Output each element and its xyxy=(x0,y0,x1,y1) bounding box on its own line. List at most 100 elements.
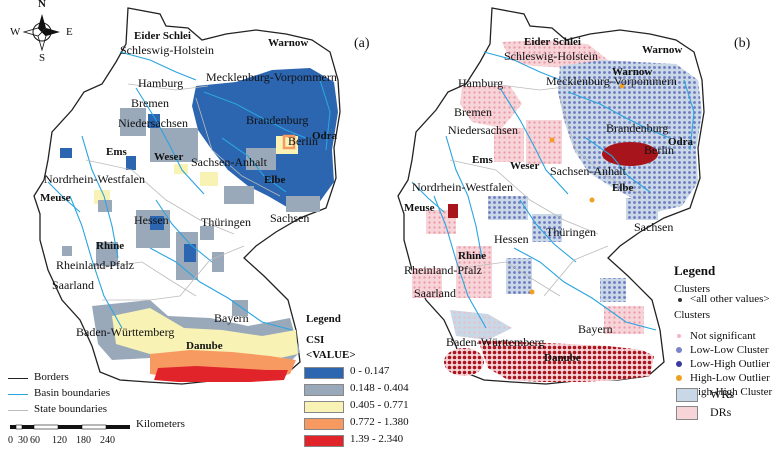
label-nordrhein-westfalen: Nordrhein-Westfalen xyxy=(44,172,145,186)
scale-tick: 60 xyxy=(30,435,40,446)
cluster-legend-dot xyxy=(676,347,682,353)
scale-unit: Kilometers xyxy=(136,418,185,430)
cluster-cells xyxy=(412,40,702,382)
river-network-b xyxy=(411,51,695,331)
csi-legend-title: Legend xyxy=(306,313,341,325)
cluster-legend-header2: Clusters xyxy=(674,309,711,321)
label-warnow-b: Warnow xyxy=(612,66,653,78)
compass-rose xyxy=(22,14,60,52)
label-schleswig-holstein-b: Schleswig-Holstein xyxy=(504,49,598,63)
cluster-legend-title: Legend xyxy=(674,263,716,278)
label-sachsen-anhalt: Sachsen-Anhalt xyxy=(191,155,267,169)
scale-tick: 240 xyxy=(100,435,115,446)
scale-tick: 0 xyxy=(8,435,13,446)
scale-tick: 120 xyxy=(52,435,67,446)
csi-legend-value: <VALUE> xyxy=(306,349,356,361)
scale-tick: 30 xyxy=(18,435,28,446)
state-boundaries-b xyxy=(449,83,645,297)
panel-a-letter: (a) xyxy=(354,36,370,51)
cluster-legend-dot xyxy=(677,334,681,338)
compass-w: W xyxy=(10,26,21,38)
label-thueringen-b: Thüringen xyxy=(546,225,596,239)
cluster-legend-dot xyxy=(676,375,682,381)
state-boundaries xyxy=(85,83,281,301)
cluster-legend-dot-other xyxy=(678,298,682,302)
basin-line-swatch xyxy=(8,394,28,395)
cluster-legend-label: High-High Cluster xyxy=(690,386,773,398)
legend-basin: Basin boundaries xyxy=(34,387,111,399)
label-bayern-b: Bayern xyxy=(578,322,613,336)
label-baden-wuerttemberg: Baden-Württemberg xyxy=(76,325,175,339)
label-saarland-b: Saarland xyxy=(414,286,456,300)
label-mecklenburg-vorpommern-b: Mecklenburg-Vorpommern xyxy=(546,74,677,88)
label-niedersachsen: Niedersachsen xyxy=(118,116,188,130)
label-berlin: Berlin xyxy=(288,134,318,148)
label-brandenburg-b: Brandenburg xyxy=(606,121,669,135)
label-eider-schlei-b: Eider Schlei xyxy=(524,36,581,48)
label-sachsen: Sachsen xyxy=(270,211,310,225)
label-nordrhein-westfalen-b: Nordrhein-Westfalen xyxy=(412,180,513,194)
cluster-legend-label: Low-High Outlier xyxy=(690,358,770,370)
label-brandenburg: Brandenburg xyxy=(246,113,309,127)
csi-cells xyxy=(60,68,338,382)
csi-legend-label: 0 - 0.147 xyxy=(350,365,390,377)
label-berlin-b: Berlin xyxy=(644,143,674,157)
label-sachsen-b: Sachsen xyxy=(634,220,674,234)
river-network xyxy=(47,51,331,331)
cluster-legend-label: Low-Low Cluster xyxy=(690,344,769,356)
border-line-swatch xyxy=(8,378,28,379)
csi-legend-label: 0.148 - 0.404 xyxy=(350,382,409,394)
legend-state: State boundaries xyxy=(34,403,108,415)
label-hessen-b: Hessen xyxy=(494,232,529,246)
csi-legend-swatch xyxy=(304,367,344,379)
label-baden-wuerttemberg-b: Baden-Württemberg xyxy=(446,335,545,349)
label-saarland: Saarland xyxy=(52,278,94,292)
panel-b-letter: (b) xyxy=(734,36,751,51)
label-niedersachsen-b: Niedersachsen xyxy=(448,123,518,137)
line-legend: Borders Basin boundaries State boundarie… xyxy=(8,371,188,421)
compass-s: S xyxy=(39,52,46,64)
cluster-legend-header1: Clusters xyxy=(674,283,711,295)
compass-n: N xyxy=(38,0,46,10)
label-rhine-b: Rhine xyxy=(458,250,487,262)
label-elbe-b: Elbe xyxy=(612,182,634,194)
csi-legend-swatch xyxy=(304,384,344,396)
label-weser-b: Weser xyxy=(510,160,540,172)
cluster-legend-label: Not significant xyxy=(690,330,756,342)
label-odra-b: Odra xyxy=(668,136,694,148)
label-warnow: Warnow xyxy=(268,37,309,49)
drs-label: DRs xyxy=(710,405,732,419)
scale-bar-graphic xyxy=(10,424,130,430)
label-warnow-top-b: Warnow xyxy=(642,44,683,56)
label-schleswig-holstein: Schleswig-Holstein xyxy=(120,43,214,57)
label-ems: Ems xyxy=(106,146,127,158)
csi-legend-swatch xyxy=(304,418,344,430)
panel-a-map xyxy=(22,7,341,385)
label-ems-b: Ems xyxy=(472,154,493,166)
label-thueringen: Thüringen xyxy=(201,215,251,229)
label-rheinland-pfalz-b: Rheinland-Pfalz xyxy=(404,263,482,277)
compass-e: E xyxy=(66,26,73,38)
label-meuse: Meuse xyxy=(40,192,71,204)
panel-b: (b) Schleswig-Holstein Hamburg Bremen Ni… xyxy=(392,0,784,450)
label-rheinland-pfalz: Rheinland-Pfalz xyxy=(56,258,134,272)
label-rhine: Rhine xyxy=(96,240,125,252)
csi-legend-label: 1.39 - 2.340 xyxy=(350,433,404,445)
label-bremen-b: Bremen xyxy=(454,105,492,119)
legend-borders: Borders xyxy=(34,371,69,383)
label-danube-b: Danube xyxy=(544,352,581,364)
label-weser: Weser xyxy=(154,151,184,163)
label-danube: Danube xyxy=(186,340,223,352)
scale-tick: 180 xyxy=(76,435,91,446)
label-odra: Odra xyxy=(312,130,338,142)
label-sachsen-anhalt-b: Sachsen-Anhalt xyxy=(550,164,626,178)
cluster-legend-label: High-Low Outlier xyxy=(690,372,770,384)
wrs-swatch xyxy=(676,388,698,402)
state-line-swatch xyxy=(8,410,28,411)
label-hamburg: Hamburg xyxy=(138,76,184,90)
panel-a: N S E W (a) Schleswig-Holstein Hamburg B… xyxy=(0,0,409,450)
drs-swatch xyxy=(676,406,698,420)
label-elbe: Elbe xyxy=(264,174,286,186)
label-hessen: Hessen xyxy=(134,213,169,227)
label-hamburg-b: Hamburg xyxy=(458,76,504,90)
